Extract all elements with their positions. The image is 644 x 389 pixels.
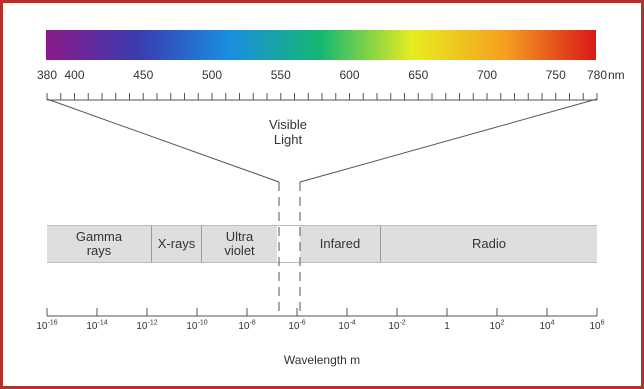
electromagnetic-band: Gamma rays X-rays Ultra violet Infared Rad…: [47, 225, 597, 263]
nanometer-tick-label: 780: [586, 68, 608, 82]
visible-label-line: Visible: [268, 117, 308, 132]
nanometer-tick-label: 550: [270, 68, 291, 82]
band-label-line: Gamma: [75, 229, 123, 244]
wavelength-tick-label: 10-4: [338, 319, 356, 332]
band-separator: [201, 225, 202, 263]
band-ultraviolet: Ultra violet: [202, 225, 277, 263]
band-infrared: Infared: [300, 225, 380, 263]
visible-label-line: Light: [273, 132, 303, 147]
nanometer-tick-label: 450: [133, 68, 154, 82]
nanometer-tick-label: 700: [476, 68, 498, 82]
visible-spectrum-bar: [46, 30, 596, 60]
nanometer-unit-label: nm: [608, 68, 625, 82]
wavelength-tick-label: 10-6: [288, 319, 306, 332]
visible-light-label: Visible Light: [258, 117, 318, 147]
wavelength-tick-label: 1: [444, 321, 450, 332]
nanometer-tick-label: 400: [64, 68, 85, 82]
band-top-edge: [47, 225, 597, 226]
band-label-line: rays: [86, 243, 112, 258]
band-label-line: Radio: [472, 236, 506, 251]
band-bottom-edge: [47, 262, 597, 263]
wavelength-tick-label: 10-2: [388, 319, 406, 332]
band-x-rays: X-rays: [152, 225, 201, 263]
wavelength-tick-label: 104: [539, 319, 555, 332]
nanometer-tick-label: 500: [201, 68, 223, 82]
visible-gap: [277, 225, 300, 263]
wavelength-tick-label: 10-12: [136, 319, 158, 332]
wavelength-axis-title: Wavelength m: [283, 353, 361, 367]
nanometer-tick-label: 380: [36, 68, 58, 82]
band-separator: [380, 225, 381, 263]
band-radio: Radio: [381, 225, 597, 263]
band-label-line: Infared: [319, 236, 361, 251]
nanometer-tick-label: 600: [339, 68, 360, 82]
band-label-line: violet: [224, 243, 255, 258]
wavelength-tick-label: 10-14: [86, 319, 108, 332]
wavelength-tick-label: 106: [589, 319, 605, 332]
nanometer-tick-label: 750: [545, 68, 566, 82]
wavelength-tick-label: 10-10: [186, 319, 208, 332]
band-label-line: X-rays: [157, 236, 196, 251]
band-gamma-rays: Gamma rays: [47, 225, 151, 263]
wavelength-tick-label: 102: [489, 319, 505, 332]
band-separator: [151, 225, 152, 263]
wavelength-tick-label: 10-8: [238, 319, 256, 332]
band-label-line: Ultra: [225, 229, 254, 244]
wavelength-tick-label: 10-16: [36, 319, 58, 332]
nanometer-tick-label: 650: [408, 68, 429, 82]
